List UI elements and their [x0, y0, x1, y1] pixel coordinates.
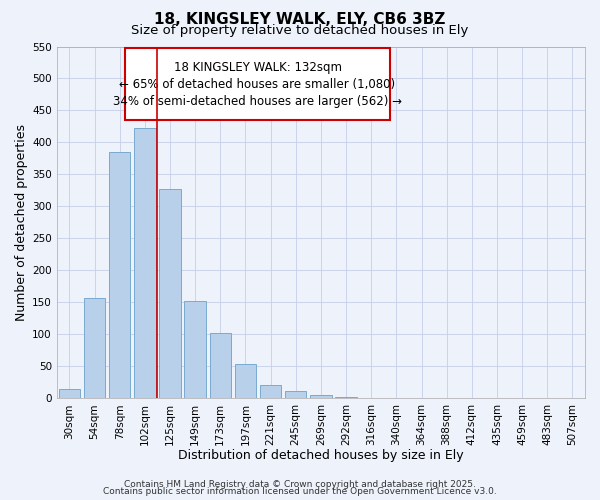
Bar	[209, 333, 231, 398]
Bar	[310, 395, 332, 398]
Bar	[260, 385, 281, 398]
FancyBboxPatch shape	[125, 48, 389, 120]
Text: 18 KINGSLEY WALK: 132sqm
← 65% of detached houses are smaller (1,080)
34% of sem: 18 KINGSLEY WALK: 132sqm ← 65% of detach…	[113, 61, 402, 108]
Bar	[184, 301, 206, 398]
Y-axis label: Number of detached properties: Number of detached properties	[15, 124, 28, 321]
Bar	[84, 298, 105, 398]
Text: Contains HM Land Registry data © Crown copyright and database right 2025.: Contains HM Land Registry data © Crown c…	[124, 480, 476, 489]
Text: Contains public sector information licensed under the Open Government Licence v3: Contains public sector information licen…	[103, 487, 497, 496]
Text: 18, KINGSLEY WALK, ELY, CB6 3BZ: 18, KINGSLEY WALK, ELY, CB6 3BZ	[154, 12, 446, 28]
Bar	[235, 364, 256, 398]
Bar	[134, 128, 155, 398]
Bar	[159, 189, 181, 398]
Bar	[109, 152, 130, 398]
Bar	[285, 390, 307, 398]
Text: Size of property relative to detached houses in Ely: Size of property relative to detached ho…	[131, 24, 469, 37]
Bar	[59, 389, 80, 398]
X-axis label: Distribution of detached houses by size in Ely: Distribution of detached houses by size …	[178, 450, 464, 462]
Bar	[335, 397, 357, 398]
